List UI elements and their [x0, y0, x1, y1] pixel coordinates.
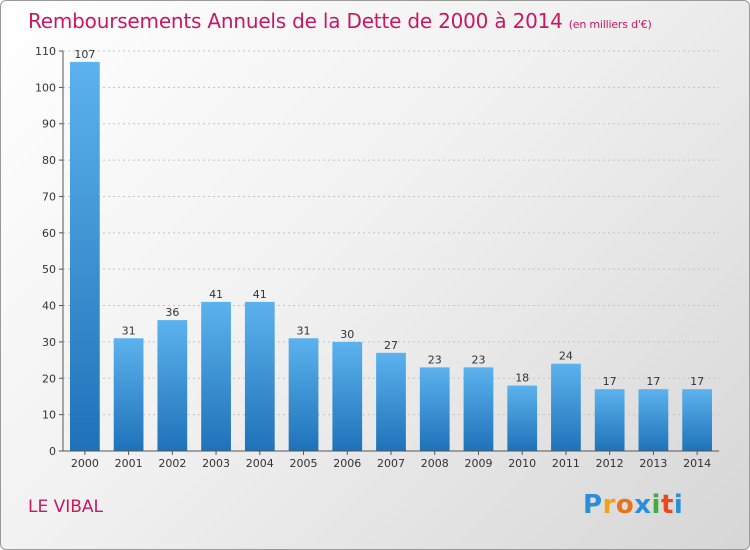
data-label: 17 [646, 375, 660, 388]
data-label: 27 [384, 339, 398, 352]
x-tick-label: 2000 [71, 457, 99, 470]
data-label: 41 [209, 288, 223, 301]
y-tick-label: 110 [35, 45, 56, 58]
data-label: 24 [559, 350, 573, 363]
logo-letter: i [673, 490, 684, 520]
y-tick-label: 90 [42, 118, 56, 131]
data-label: 31 [122, 324, 136, 337]
bar [288, 338, 319, 451]
bar [244, 301, 275, 451]
data-label: 31 [297, 324, 311, 337]
bar [463, 367, 494, 451]
commune-name: LE VIBAL [28, 497, 104, 517]
chart-title: Remboursements Annuels de la Dette de 20… [28, 9, 652, 33]
data-label: 17 [690, 375, 704, 388]
x-tick-label: 2004 [246, 457, 274, 470]
data-label: 107 [74, 48, 95, 61]
x-tick-label: 2010 [508, 457, 536, 470]
bar [682, 389, 713, 451]
bar [507, 385, 538, 451]
logo-letter: x [634, 490, 652, 520]
x-tick-label: 2008 [421, 457, 449, 470]
x-tick-label: 2005 [290, 457, 318, 470]
data-label: 23 [471, 353, 485, 366]
x-axis: 2000 2001 2002 2003 2004 2005 2006 2007 2008 2009… [63, 450, 719, 470]
y-tick-label: 70 [42, 190, 56, 203]
bar [419, 367, 450, 451]
x-tick-label: 2011 [552, 457, 580, 470]
logo-letter: t [660, 490, 674, 520]
y-tick-label: 10 [42, 409, 56, 422]
data-label: 18 [515, 372, 529, 385]
x-tick-label: 2001 [115, 457, 143, 470]
y-tick-label: 60 [42, 227, 56, 240]
x-tick-label: 2014 [683, 457, 711, 470]
data-label: 17 [603, 375, 617, 388]
y-tick-label: 0 [49, 445, 56, 458]
data-label: 36 [165, 306, 179, 319]
y-tick-label: 20 [42, 372, 56, 385]
bar [551, 363, 581, 451]
proxiti-logo[interactable]: Proxiti [583, 490, 683, 520]
x-tick-label: 2006 [333, 457, 361, 470]
bar [113, 338, 144, 451]
bar [69, 61, 100, 452]
y-tick-label: 80 [42, 154, 56, 167]
bar [376, 352, 406, 451]
y-tick-label: 50 [42, 263, 56, 276]
data-label: 23 [428, 353, 442, 366]
logo-letter: o [615, 490, 635, 520]
y-tick-label: 100 [35, 81, 56, 94]
bar [638, 389, 669, 451]
x-tick-label: 2002 [158, 457, 186, 470]
bar [594, 389, 625, 451]
logo-letter: P [583, 490, 603, 520]
x-tick-label: 2003 [202, 457, 230, 470]
x-tick-label: 2007 [377, 457, 405, 470]
bars: 107 31 36 41 41 31 30 27 23 23 18 24 17 17 17 [69, 48, 713, 452]
bar [201, 301, 231, 451]
x-tick-label: 2012 [596, 457, 624, 470]
y-tick-label: 30 [42, 336, 56, 349]
chart-title-text: Remboursements Annuels de la Dette de 20… [28, 9, 563, 33]
logo-letter: i [651, 490, 661, 520]
x-tick-label: 2009 [464, 457, 492, 470]
data-label: 41 [253, 288, 267, 301]
bar [157, 320, 188, 451]
y-tick-label: 40 [42, 300, 56, 313]
unit-note: (en milliers d'€) [568, 18, 652, 31]
data-label: 30 [340, 328, 354, 341]
logo-letter: r [602, 490, 616, 520]
x-tick-label: 2013 [639, 457, 667, 470]
bar [332, 341, 363, 451]
y-axis: 0 10 20 30 40 50 60 70 80 90 100 110 [35, 45, 64, 458]
